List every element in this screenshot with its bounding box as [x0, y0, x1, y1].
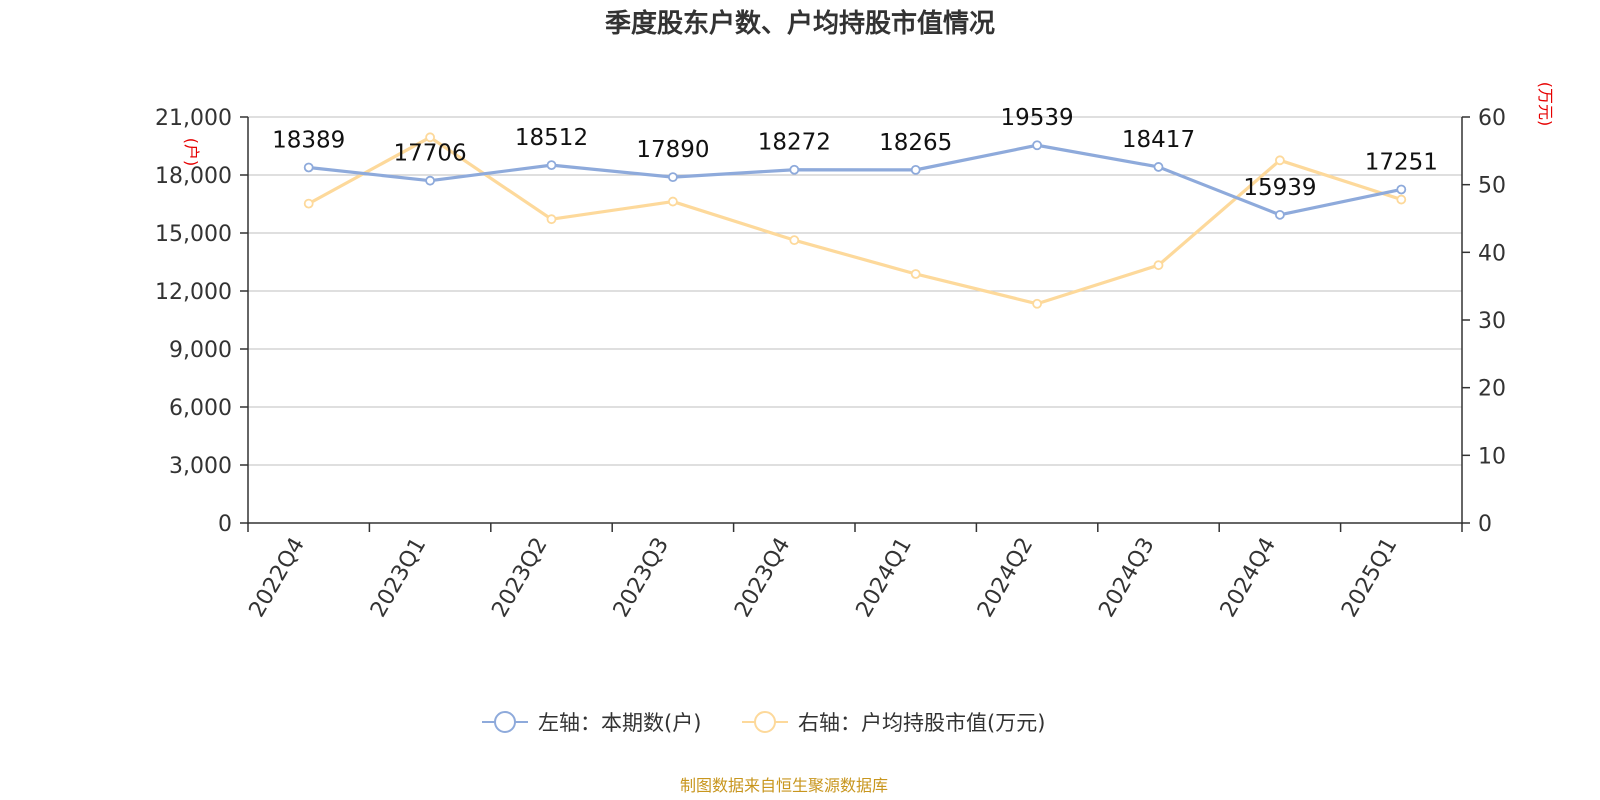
- data-point-left[interactable]: [425, 175, 436, 186]
- data-point-left[interactable]: [1153, 162, 1164, 172]
- data-label: 17890: [636, 137, 709, 163]
- data-point-right[interactable]: [546, 214, 557, 225]
- left-axis-tick-label: 0: [218, 512, 232, 537]
- right-axis-tick-label: 0: [1478, 512, 1492, 537]
- right-axis-tick-label: 40: [1478, 241, 1506, 266]
- data-point-left[interactable]: [1396, 184, 1407, 195]
- x-axis-label: 2023Q3: [609, 534, 674, 622]
- legend-label: 右轴：户均持股市值(万元): [798, 711, 1045, 735]
- x-axis-label: 2023Q2: [487, 534, 552, 622]
- legend-marker-icon: [494, 711, 516, 733]
- right-axis-tick-label: 60: [1478, 106, 1506, 131]
- right-axis-tick-label: 10: [1478, 444, 1506, 469]
- left-axis-tick-label: 15,000: [155, 222, 232, 247]
- x-axis-label: 2024Q1: [852, 534, 917, 622]
- left-axis-tick-label: 9,000: [169, 338, 232, 363]
- legend-marker-icon: [754, 711, 776, 733]
- gridlines: [248, 116, 1462, 466]
- data-point-left[interactable]: [789, 164, 800, 175]
- legend-item-right-axis[interactable]: 右轴：户均持股市值(万元): [742, 711, 1045, 735]
- x-axis-label: 2023Q4: [730, 534, 795, 622]
- x-axis-label: 2024Q2: [973, 534, 1038, 622]
- data-point-left[interactable]: [1032, 140, 1042, 151]
- data-label: 19539: [1001, 105, 1074, 131]
- data-label: 18389: [272, 127, 345, 153]
- x-axis-label: 2024Q4: [1216, 534, 1281, 622]
- x-axis-label: 2022Q4: [245, 534, 310, 622]
- left-axis-tick-label: 18,000: [155, 164, 232, 189]
- data-point-left[interactable]: [546, 160, 557, 171]
- x-axis-label: 2025Q1: [1337, 534, 1402, 622]
- right-axis-tick-label: 50: [1478, 174, 1506, 199]
- left-axis-unit: (户): [182, 138, 201, 167]
- x-axis-label: 2024Q3: [1094, 534, 1159, 622]
- data-point-right[interactable]: [1032, 298, 1042, 309]
- data-point-left[interactable]: [1275, 209, 1285, 220]
- x-axis-label: 2023Q1: [366, 534, 431, 622]
- data-label: 17706: [394, 141, 467, 167]
- left-axis-tick-label: 6,000: [169, 396, 232, 421]
- left-axis-tick-label: 12,000: [155, 280, 232, 305]
- data-point-left[interactable]: [668, 172, 678, 183]
- data-point-left[interactable]: [910, 164, 921, 175]
- data-point-right[interactable]: [668, 196, 678, 207]
- data-point-right[interactable]: [1396, 194, 1407, 205]
- series-layer: [303, 132, 1407, 309]
- chart-title: 季度股东户数、户均持股市值情况: [605, 8, 995, 39]
- source-note: 制图数据来自恒生聚源数据库: [680, 776, 888, 795]
- legend-item-left-axis[interactable]: 左轴：本期数(户): [482, 711, 701, 735]
- data-point-right[interactable]: [425, 132, 436, 143]
- data-point-right[interactable]: [303, 198, 314, 209]
- left-axis-tick-label: 3,000: [169, 454, 232, 479]
- legend[interactable]: 左轴：本期数(户) 右轴：户均持股市值(万元): [482, 711, 1045, 735]
- data-point-right[interactable]: [1275, 155, 1285, 166]
- data-labels: 18389 17706 18512 17890 18272 18265 19539 18417…: [272, 105, 1438, 201]
- data-point-left[interactable]: [303, 162, 314, 173]
- left-axis-tick-label: 21,000: [155, 106, 232, 131]
- data-point-right[interactable]: [1153, 260, 1164, 271]
- data-label: 18512: [515, 125, 588, 151]
- data-label: 18272: [758, 130, 831, 156]
- data-point-right[interactable]: [789, 235, 800, 246]
- data-label: 18417: [1122, 127, 1195, 153]
- data-label: 18265: [879, 130, 952, 156]
- right-axis-tick-label: 30: [1478, 309, 1506, 334]
- series-line-left: [307, 143, 1403, 217]
- data-label: 17251: [1365, 149, 1438, 175]
- right-axis-tick-label: 20: [1478, 377, 1506, 402]
- data-label: 15939: [1243, 175, 1316, 201]
- right-axis-unit: (万元): [1536, 82, 1555, 127]
- data-point-right[interactable]: [910, 269, 921, 279]
- legend-label: 左轴：本期数(户): [538, 711, 701, 735]
- series-line-right: [307, 135, 1403, 306]
